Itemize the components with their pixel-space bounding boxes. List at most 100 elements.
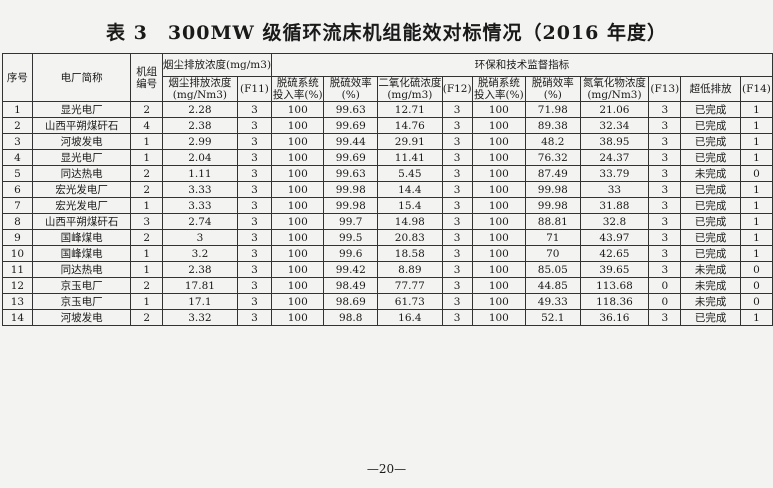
- table-cell: 31.88: [579, 197, 650, 214]
- table-cell: 13: [2, 293, 33, 310]
- table-cell: 113.68: [579, 277, 650, 294]
- table-cell: 3.2: [162, 245, 238, 262]
- table-row: 4 显光电厂 1 2.04 3 100 99.69 11.41 3 100 76.32 24.37 3 已…: [2, 149, 773, 166]
- header-env-group: 环保和技术监督指标: [271, 53, 773, 77]
- table-cell: 39.65: [579, 261, 650, 278]
- table-cell: 国峰煤电: [31, 245, 132, 262]
- table-cell: 32.34: [579, 117, 650, 134]
- table-cell: 山西平朔煤矸石: [31, 117, 132, 134]
- table-cell: 100: [271, 277, 325, 294]
- table-cell: 17.1: [162, 293, 238, 310]
- table-row: 7 宏光发电厂 1 3.33 3 100 99.98 15.4 3 100 99.98 31.88 3 已…: [2, 197, 773, 214]
- table-cell: 1: [739, 245, 773, 262]
- header-plant: 电厂简称: [31, 53, 132, 102]
- table-cell: 国峰煤电: [31, 229, 132, 246]
- table-cell: 3: [441, 245, 473, 262]
- table-cell: 1.11: [162, 165, 238, 182]
- table-cell: 3: [648, 181, 682, 198]
- table-cell: 2: [2, 117, 33, 134]
- table-cell: 宏光发电厂: [31, 197, 132, 214]
- table-cell: 14.98: [377, 213, 443, 230]
- table-cell: 3: [648, 117, 682, 134]
- table-cell: 3: [236, 165, 273, 182]
- table-cell: 1: [739, 101, 773, 118]
- table-cell: 100: [471, 149, 527, 166]
- table-cell: 99.44: [323, 133, 379, 150]
- table-cell: 1: [739, 213, 773, 230]
- table-cell: 3: [441, 133, 473, 150]
- table-cell: 1: [739, 149, 773, 166]
- table-cell: 已完成: [680, 181, 741, 198]
- table-cell: 3: [2, 133, 33, 150]
- table-cell: 8: [2, 213, 33, 230]
- table-cell: 7: [2, 197, 33, 214]
- table-cell: 99.98: [525, 181, 581, 198]
- table-cell: 3: [648, 309, 682, 326]
- table-cell: 12: [2, 277, 33, 294]
- table-cell: 1: [130, 261, 163, 278]
- table-cell: 2: [130, 101, 163, 118]
- table-row: 10 国峰煤电 1 3.2 3 100 99.6 18.58 3 100 70 42.65 3 已完成 1: [2, 245, 773, 262]
- table-cell: 9: [2, 229, 33, 246]
- table-cell: 100: [271, 117, 325, 134]
- table-cell: 100: [471, 245, 527, 262]
- table-cell: 0: [739, 261, 773, 278]
- table-cell: 0: [739, 165, 773, 182]
- header-f14: (F14): [739, 76, 773, 102]
- table-cell: 14.76: [377, 117, 443, 134]
- table-cell: 3: [236, 229, 273, 246]
- table-cell: 3: [236, 277, 273, 294]
- table-cell: 100: [471, 165, 527, 182]
- table-cell: 11: [2, 261, 33, 278]
- table-cell: 70: [525, 245, 581, 262]
- table-cell: 1: [2, 101, 33, 118]
- table-cell: 100: [471, 117, 527, 134]
- table-cell: 99.69: [323, 149, 379, 166]
- table-cell: 17.81: [162, 277, 238, 294]
- table-cell: 2.38: [162, 117, 238, 134]
- table-cell: 已完成: [680, 229, 741, 246]
- table-cell: 1: [739, 309, 773, 326]
- header-seq: 序号: [2, 53, 33, 102]
- table-cell: 京玉电厂: [31, 293, 132, 310]
- table-cell: 3: [236, 181, 273, 198]
- table-cell: 2.04: [162, 149, 238, 166]
- header-dust-group: 烟尘排放浓度(mg/m3): [161, 53, 273, 77]
- table-cell: 3: [236, 309, 273, 326]
- table-cell: 100: [471, 277, 527, 294]
- header-f13: (F13): [648, 76, 682, 102]
- table-cell: 河坡发电: [31, 309, 132, 326]
- table-cell: 1: [130, 133, 163, 150]
- table-cell: 100: [471, 101, 527, 118]
- table-cell: 99.6: [323, 245, 379, 262]
- table-cell: 100: [271, 101, 325, 118]
- table-cell: 3: [130, 213, 163, 230]
- table-cell: 1: [130, 293, 163, 310]
- table-cell: 山西平朔煤矸石: [31, 213, 132, 230]
- table-cell: 52.1: [525, 309, 581, 326]
- table-cell: 已完成: [680, 309, 741, 326]
- table-cell: 已完成: [680, 133, 741, 150]
- table-cell: 3: [236, 101, 273, 118]
- table-cell: 3.33: [162, 197, 238, 214]
- table-row: 11 同达热电 1 2.38 3 100 99.42 8.89 3 100 85.05 39.65 3 未…: [2, 261, 773, 278]
- table-cell: 2: [130, 165, 163, 182]
- table-row: 12 京玉电厂 2 17.81 3 100 98.49 77.77 3 100 44.85 113.6…: [2, 277, 773, 294]
- table-cell: 已完成: [680, 101, 741, 118]
- table-cell: 100: [471, 133, 527, 150]
- table-cell: 已完成: [680, 149, 741, 166]
- table-cell: 3: [648, 213, 682, 230]
- table-cell: 18.58: [377, 245, 443, 262]
- table-cell: 1: [739, 133, 773, 150]
- table-cell: 1: [130, 245, 163, 262]
- table-cell: 3: [441, 261, 473, 278]
- header-f12: (F12): [441, 76, 473, 102]
- table-cell: 14: [2, 309, 33, 326]
- table-cell: 3: [236, 117, 273, 134]
- table-cell: 未完成: [680, 277, 741, 294]
- table-cell: 100: [471, 261, 527, 278]
- table-cell: 42.65: [579, 245, 650, 262]
- table-row: 6 宏光发电厂 2 3.33 3 100 99.98 14.4 3 100 99.98 33 3 已完成 1: [2, 181, 773, 198]
- table-cell: 76.32: [525, 149, 581, 166]
- header-denox-rate: 脱硝系统投入率(%): [471, 76, 527, 102]
